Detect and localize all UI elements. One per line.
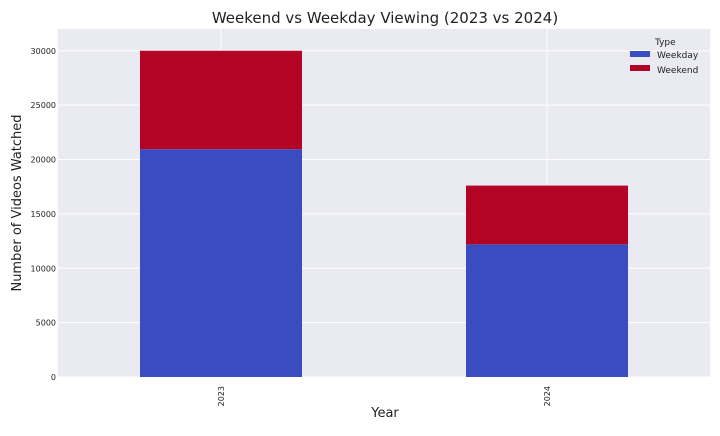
bar-weekend-2023 (140, 50, 302, 150)
legend-label-weekday: Weekday (657, 51, 699, 61)
bar-weekend-2024 (466, 185, 628, 245)
y-tick-label: 20000 (31, 156, 56, 165)
bar-weekday-2023 (140, 149, 302, 377)
legend: Type Weekday Weekend (630, 38, 699, 76)
bar-weekday-2024 (466, 244, 628, 377)
x-tick-label: 2023 (217, 386, 226, 406)
legend-swatch-weekday (630, 51, 650, 57)
y-axis-label: Number of Videos Watched (10, 114, 25, 291)
y-tick-label: 10000 (31, 264, 56, 273)
y-tick-label: 5000 (36, 319, 56, 328)
tick-labels: 2023 2024 0 5000 10000 15000 20000 25000 30000 (31, 47, 552, 407)
y-tick-label: 0 (51, 373, 56, 382)
y-tick-label: 30000 (31, 47, 56, 56)
y-tick-label: 15000 (31, 210, 56, 219)
y-tick-label: 25000 (31, 101, 56, 110)
x-axis-label: Year (370, 406, 399, 421)
chart-title: Weekend vs Weekday Viewing (2023 vs 2024… (212, 9, 558, 27)
legend-title: Type (654, 38, 676, 48)
legend-label-weekend: Weekend (657, 66, 698, 76)
x-tick-label: 2024 (543, 386, 552, 406)
bar-series (140, 50, 628, 377)
legend-swatch-weekend (630, 65, 650, 71)
